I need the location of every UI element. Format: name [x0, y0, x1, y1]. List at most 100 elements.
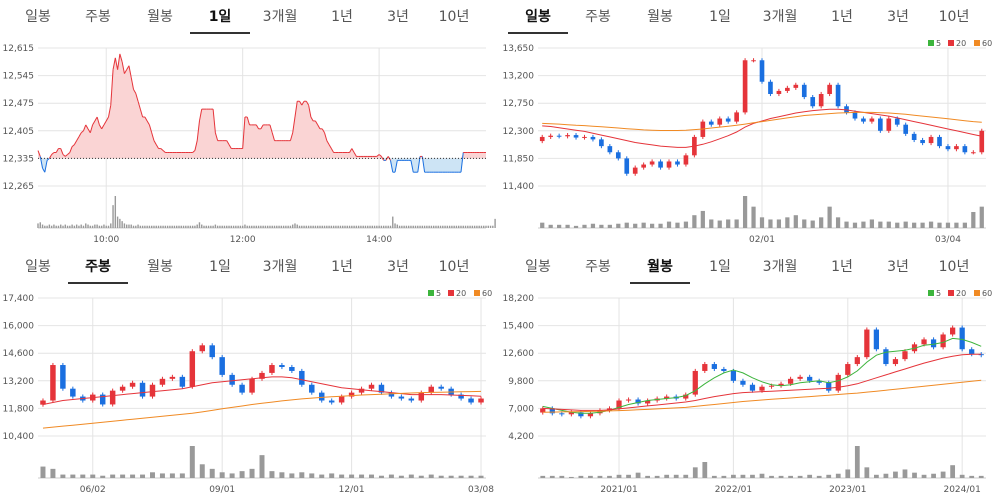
volume-bar	[326, 225, 328, 228]
volume-bar	[137, 224, 139, 228]
tab-일봉[interactable]: 일봉	[25, 259, 51, 275]
tab-일봉[interactable]: 일봉	[508, 0, 568, 34]
tab-10년[interactable]: 10년	[938, 259, 970, 275]
volume-bar	[389, 225, 392, 228]
volume-bar	[189, 225, 192, 228]
volume-bar	[105, 225, 107, 228]
tab-10년[interactable]: 10년	[438, 9, 470, 25]
volume-bar	[100, 225, 103, 228]
volume-bar	[460, 225, 462, 228]
tab-1일[interactable]: 1일	[709, 9, 731, 25]
volume-bar	[458, 475, 464, 478]
price-line-segment	[94, 116, 98, 122]
volume-bar	[66, 225, 69, 228]
volume-bar	[810, 220, 815, 228]
candle-body	[785, 87, 790, 91]
volume-bar	[244, 224, 246, 228]
tab-1일[interactable]: 1일	[209, 259, 231, 275]
candle-body	[959, 327, 965, 350]
price-line-segment	[349, 148, 353, 153]
candle-body	[468, 398, 474, 403]
volume-bar	[893, 471, 898, 478]
legend-swatch	[974, 40, 980, 46]
y-tick-label: 9,800	[508, 377, 534, 387]
candle-body	[675, 161, 680, 165]
price-line-segment	[271, 132, 275, 141]
volume-bar	[70, 474, 76, 478]
price-line-segment	[51, 152, 55, 155]
tab-1년[interactable]: 1년	[831, 9, 853, 25]
volume-bar	[692, 467, 698, 478]
volume-bar	[378, 225, 380, 228]
volume-bar	[364, 225, 367, 228]
volume-bar	[396, 224, 399, 228]
tab-3년[interactable]: 3년	[887, 9, 909, 25]
candle-body	[309, 384, 315, 393]
tab-주봉[interactable]: 주봉	[585, 259, 611, 275]
tab-주봉[interactable]: 주봉	[85, 9, 111, 25]
tab-월봉[interactable]: 월봉	[147, 259, 173, 275]
tab-10년[interactable]: 10년	[438, 259, 470, 275]
volume-bar	[194, 225, 196, 228]
volume-bar	[85, 223, 87, 228]
tab-월봉[interactable]: 월봉	[630, 250, 690, 284]
y-tick-label: 4,200	[508, 432, 534, 442]
tab-3년[interactable]: 3년	[387, 9, 409, 25]
tab-3개월[interactable]: 3개월	[262, 259, 298, 275]
y-tick-label: 13,200	[503, 72, 535, 82]
tab-1일[interactable]: 1일	[709, 259, 731, 275]
tab-일봉[interactable]: 일봉	[25, 9, 51, 25]
price-line-segment	[299, 100, 303, 106]
tab-주봉[interactable]: 주봉	[68, 250, 128, 284]
volume-bar	[73, 225, 76, 228]
price-line-segment	[292, 116, 296, 133]
tab-주봉[interactable]: 주봉	[585, 9, 611, 25]
volume-bar	[151, 225, 153, 228]
tab-10년[interactable]: 10년	[938, 9, 970, 25]
tab-1년[interactable]: 1년	[331, 259, 353, 275]
candle-body	[969, 349, 975, 355]
candle-body	[229, 374, 235, 385]
daily-candle-chart: 5 20 60 13,650 13,200 12,750 12,300 11,850 11,40…	[503, 39, 993, 245]
volume-bar	[654, 475, 660, 478]
tab-1년[interactable]: 1년	[331, 9, 353, 25]
tab-3개월[interactable]: 3개월	[262, 9, 298, 25]
tab-1일[interactable]: 1일	[190, 0, 250, 34]
tab-3년[interactable]: 3년	[887, 259, 909, 275]
volume-bar	[349, 474, 355, 478]
volume-bar	[435, 225, 437, 228]
volume-bar	[235, 225, 237, 228]
volume-bar	[279, 472, 285, 478]
volume-bar	[731, 474, 736, 478]
volume-bar	[418, 475, 424, 478]
legend-label: 20	[956, 289, 966, 298]
candle-body	[348, 392, 355, 397]
tab-3개월[interactable]: 3개월	[762, 9, 798, 25]
tab-일봉[interactable]: 일봉	[525, 259, 551, 275]
period-tabs: 일봉 주봉 월봉 1일 3개월 1년 3년 10년	[500, 250, 1000, 286]
volume-bar	[179, 473, 185, 478]
candle-body	[269, 365, 275, 373]
candle-body	[625, 399, 632, 401]
volume-bar	[702, 462, 708, 478]
candle-body	[40, 400, 46, 405]
volume-bar	[861, 221, 866, 228]
price-line-segment	[135, 93, 139, 102]
volume-bar	[428, 474, 434, 478]
y-tick-label: 15,400	[503, 322, 535, 332]
price-line-segment	[155, 144, 159, 149]
tab-월봉[interactable]: 월봉	[647, 9, 673, 25]
volume-bar	[624, 222, 629, 228]
tab-3년[interactable]: 3년	[387, 259, 409, 275]
volume-bar	[371, 225, 373, 228]
price-line-segment	[148, 124, 153, 133]
volume-bar	[305, 225, 308, 228]
tab-1년[interactable]: 1년	[831, 259, 853, 275]
volume-bar	[57, 225, 60, 228]
price-line-segment	[83, 124, 87, 131]
volume-bar	[80, 224, 82, 228]
candle-body	[928, 136, 934, 144]
tab-3개월[interactable]: 3개월	[762, 259, 798, 275]
tab-월봉[interactable]: 월봉	[147, 9, 173, 25]
volume-bar	[945, 222, 951, 228]
